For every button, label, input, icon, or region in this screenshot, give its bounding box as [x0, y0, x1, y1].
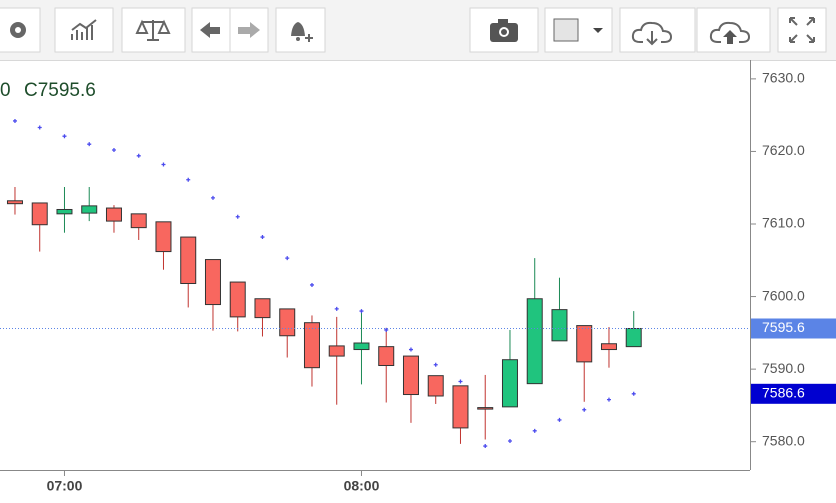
sar-dot	[210, 195, 215, 200]
price-tag	[751, 318, 836, 339]
sar-dot	[260, 235, 265, 240]
candle-body	[328, 345, 345, 357]
compare-button[interactable]	[121, 7, 186, 53]
fullscreen-button[interactable]	[777, 7, 827, 53]
sar-dot	[111, 147, 116, 152]
sar-dot	[186, 177, 191, 182]
sar-dot	[631, 391, 636, 396]
y-tick-label: 7600.0	[762, 287, 805, 303]
candle-body	[105, 207, 122, 222]
candle-body	[402, 355, 419, 396]
sar-dot	[62, 134, 67, 139]
candle-body	[204, 259, 221, 306]
candle-body	[56, 208, 73, 215]
x-tick-label: 07:00	[47, 478, 83, 494]
indicators-button[interactable]	[54, 7, 114, 53]
sar-dot	[507, 438, 512, 443]
y-tick-label: 7620.0	[762, 142, 805, 158]
sar-dot	[136, 153, 141, 158]
price-tag	[751, 383, 836, 404]
candle-body	[501, 359, 518, 408]
color-picker-button[interactable]	[544, 7, 613, 53]
sar-dot	[87, 142, 92, 147]
y-tick-label: 7610.0	[762, 215, 805, 231]
sar-dot	[532, 428, 537, 433]
undo-button[interactable]	[191, 7, 231, 53]
sar-dot	[557, 417, 562, 422]
sar-dot	[309, 282, 314, 287]
candle-body	[378, 346, 395, 367]
candle-body	[254, 298, 271, 319]
candle-body	[477, 407, 494, 410]
sar-dot	[334, 306, 339, 311]
snapshot-button[interactable]	[469, 7, 539, 53]
candle-body	[353, 342, 370, 351]
candle-body	[576, 325, 593, 363]
candle-body	[551, 309, 568, 342]
sar-dot	[359, 309, 364, 314]
sar-dot	[483, 444, 488, 449]
sar-dot	[582, 407, 587, 412]
settings-button[interactable]	[0, 7, 41, 53]
save-button[interactable]	[696, 7, 771, 53]
sar-dot	[235, 214, 240, 219]
candle-body	[155, 221, 172, 253]
y-tick-label: 7590.0	[762, 360, 805, 376]
legend-close: C7595.6	[24, 80, 96, 101]
candle-body	[180, 236, 197, 285]
candle-body	[6, 200, 23, 205]
sar-dot	[606, 397, 611, 402]
candle-body	[303, 322, 320, 369]
y-tick-label: 7630.0	[762, 70, 805, 86]
candle-body	[81, 205, 98, 214]
candle-body	[452, 385, 469, 429]
sar-dot	[408, 347, 413, 352]
alert-button[interactable]	[275, 7, 326, 53]
sar-dot	[37, 125, 42, 130]
redo-button[interactable]	[229, 7, 269, 53]
candle-body	[31, 202, 48, 226]
y-tick-label: 7580.0	[762, 432, 805, 448]
legend-fragment: 0	[0, 80, 11, 101]
sar-dot	[285, 256, 290, 261]
candle-body	[130, 213, 147, 229]
candle-body	[229, 281, 246, 318]
sar-dot	[12, 118, 17, 123]
candle-body	[279, 308, 296, 337]
sar-dot	[384, 327, 389, 332]
sar-dot	[161, 162, 166, 167]
candle-body	[600, 343, 617, 351]
price-tag-label: 7595.6	[762, 319, 805, 335]
load-button[interactable]	[619, 7, 696, 53]
price-tag-label: 7586.6	[762, 385, 805, 401]
candle-body	[526, 298, 543, 385]
candle-body	[427, 375, 444, 397]
sar-dot	[458, 379, 463, 384]
x-tick-label: 08:00	[344, 478, 380, 494]
candle-body	[625, 327, 642, 348]
sar-dot	[433, 362, 438, 367]
